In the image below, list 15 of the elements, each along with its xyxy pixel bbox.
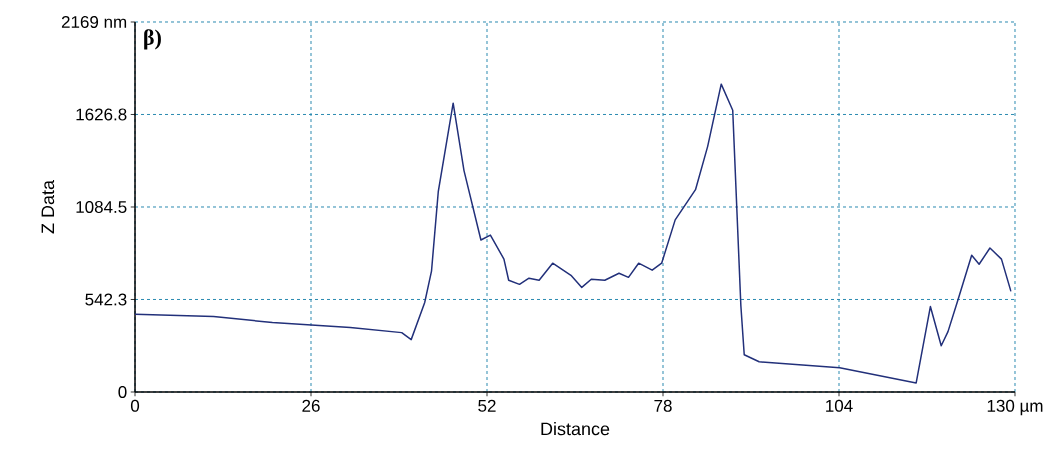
y-axis-title: Z Data — [41, 180, 55, 234]
x-axis-title: Distance — [541, 422, 610, 436]
x-tick-label: 130 µm — [987, 399, 1043, 416]
x-tick-label: 26 — [302, 399, 320, 412]
x-tick-label: 52 — [478, 399, 496, 412]
x-tick-label: 0 — [130, 399, 140, 412]
y-tick-label: 1626.8 — [76, 108, 127, 121]
x-tick-label: 78 — [654, 399, 672, 412]
x-tick-label: 104 — [826, 399, 853, 412]
line-series — [135, 83, 1012, 384]
annotation: β) — [144, 29, 161, 50]
y-tick-label: 0 — [118, 385, 127, 399]
y-tick-label: 2169 nm — [61, 15, 127, 29]
y-tick-label: 1084.5 — [76, 200, 127, 214]
y-tick-label: 542.3 — [85, 293, 127, 306]
